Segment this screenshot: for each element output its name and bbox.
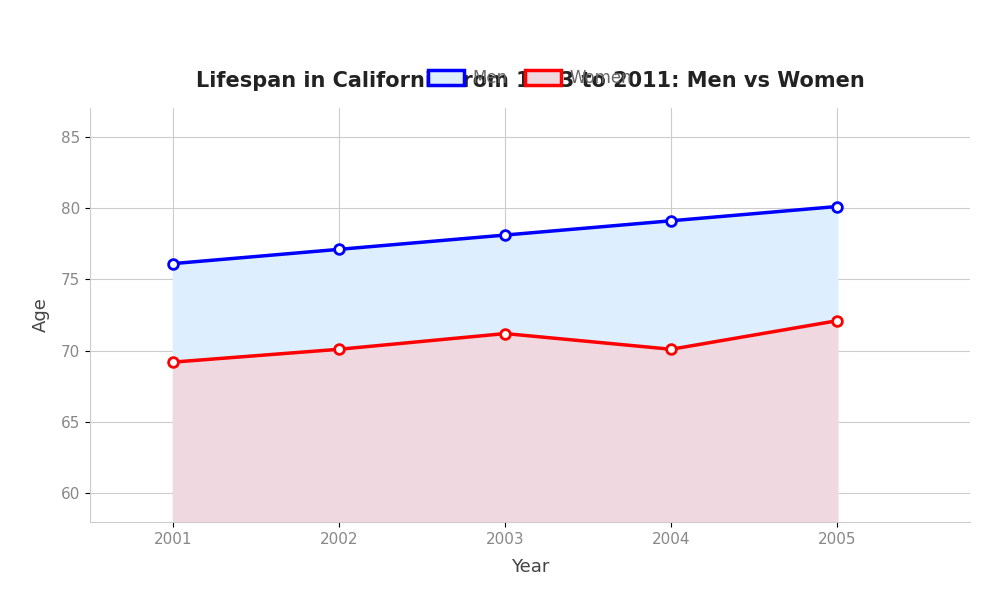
- Title: Lifespan in California from 1983 to 2011: Men vs Women: Lifespan in California from 1983 to 2011…: [196, 71, 864, 91]
- Legend: Men, Women: Men, Women: [421, 62, 639, 94]
- Y-axis label: Age: Age: [32, 298, 50, 332]
- X-axis label: Year: Year: [511, 558, 549, 576]
